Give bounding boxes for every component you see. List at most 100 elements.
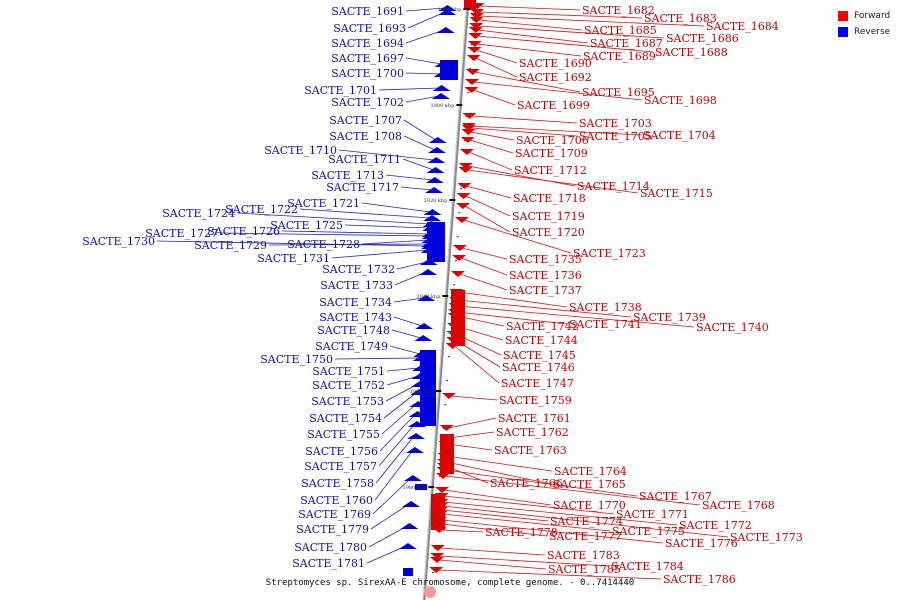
reverse-gene-sacte_1779[interactable] bbox=[402, 501, 421, 507]
reverse-gene-label-sacte_1700[interactable]: SACTE_1700 bbox=[331, 67, 404, 80]
reverse-gene-sacte_1743[interactable] bbox=[415, 323, 434, 329]
forward-gene-label-sacte_1773[interactable]: SACTE_1773 bbox=[730, 531, 803, 544]
reverse-gene-label-sacte_1694[interactable]: SACTE_1694 bbox=[331, 37, 404, 50]
reverse-gene-label-sacte_1748[interactable]: SACTE_1748 bbox=[317, 324, 390, 337]
forward-gene-sacte_1759[interactable] bbox=[441, 393, 456, 399]
reverse-gene-sacte_1702[interactable] bbox=[431, 93, 450, 99]
forward-gene-label-sacte_1692[interactable]: SACTE_1692 bbox=[519, 71, 592, 84]
reverse-gene-label-sacte_1769[interactable]: SACTE_1769 bbox=[298, 508, 371, 521]
forward-gene-sacte_1688[interactable] bbox=[468, 33, 483, 39]
forward-gene-sacte_1718[interactable] bbox=[457, 183, 472, 189]
reverse-gene-sacte_1734[interactable] bbox=[417, 295, 436, 301]
forward-gene-label-sacte_1703[interactable]: SACTE_1703 bbox=[579, 117, 652, 130]
reverse-gene-sacte_1758[interactable] bbox=[407, 433, 426, 439]
forward-gene-sacte_1720[interactable] bbox=[455, 203, 470, 209]
forward-gene-label-sacte_1689[interactable]: SACTE_1689 bbox=[583, 50, 656, 63]
reverse-gene-label-sacte_1708[interactable]: SACTE_1708 bbox=[329, 130, 402, 143]
reverse-gene-sacte_1748[interactable] bbox=[414, 335, 433, 341]
forward-gene-label-sacte_1759[interactable]: SACTE_1759 bbox=[499, 394, 572, 407]
reverse-gene-sacte_1760[interactable] bbox=[406, 447, 424, 453]
reverse-gene-label-sacte_1730[interactable]: SACTE_1730 bbox=[82, 235, 155, 248]
forward-gene-label-sacte_1690[interactable]: SACTE_1690 bbox=[519, 57, 592, 70]
forward-gene-label-sacte_1763[interactable]: SACTE_1763 bbox=[494, 444, 567, 457]
reverse-gene-label-sacte_1755[interactable]: SACTE_1755 bbox=[307, 428, 380, 441]
forward-gene-label-sacte_1718[interactable]: SACTE_1718 bbox=[513, 192, 586, 205]
reverse-gene-sacte_1710[interactable] bbox=[427, 157, 446, 163]
reverse-gene-sacte_1713[interactable] bbox=[425, 177, 444, 183]
forward-gene-label-sacte_1714[interactable]: SACTE_1714 bbox=[577, 180, 650, 193]
reverse-gene-label-sacte_1757[interactable]: SACTE_1757 bbox=[304, 460, 377, 473]
reverse-gene-sacte_1711[interactable] bbox=[426, 167, 445, 173]
reverse-gene-label-sacte_1733[interactable]: SACTE_1733 bbox=[320, 279, 393, 292]
forward-gene-label-sacte_1719[interactable]: SACTE_1719 bbox=[512, 210, 585, 223]
reverse-gene-sacte_1769[interactable] bbox=[403, 475, 422, 481]
forward-gene-label-sacte_1720[interactable]: SACTE_1720 bbox=[512, 226, 585, 239]
forward-gene-label-sacte_1778[interactable]: SACTE_1778 bbox=[485, 526, 558, 539]
forward-gene-label-sacte_1783[interactable]: SACTE_1783 bbox=[547, 549, 620, 562]
legend-item-reverse[interactable]: Reverse bbox=[838, 24, 890, 40]
forward-gene-label-sacte_1735[interactable]: SACTE_1735 bbox=[509, 253, 582, 266]
reverse-gene-sacte_1691[interactable] bbox=[438, 5, 457, 11]
forward-gene-label-sacte_1784[interactable]: SACTE_1784 bbox=[611, 560, 684, 573]
forward-gene-label-sacte_1699[interactable]: SACTE_1699 bbox=[517, 99, 590, 112]
forward-gene-sacte_1698[interactable] bbox=[464, 79, 479, 85]
forward-gene-sacte_1699[interactable] bbox=[464, 87, 479, 93]
forward-gene-sacte_1761[interactable] bbox=[439, 425, 454, 431]
forward-gene-label-sacte_1745[interactable]: SACTE_1745 bbox=[503, 349, 576, 362]
reverse-gene-label-sacte_1753[interactable]: SACTE_1753 bbox=[311, 395, 384, 408]
forward-gene-label-sacte_1684[interactable]: SACTE_1684 bbox=[706, 20, 779, 33]
reverse-gene-label-sacte_1756[interactable]: SACTE_1756 bbox=[305, 445, 378, 458]
reverse-gene-label-sacte_1707[interactable]: SACTE_1707 bbox=[329, 114, 402, 127]
forward-gene-sacte_1690[interactable] bbox=[467, 47, 482, 53]
reverse-gene-label-sacte_1693[interactable]: SACTE_1693 bbox=[333, 22, 406, 35]
reverse-gene-label-sacte_1728[interactable]: SACTE_1728 bbox=[287, 238, 360, 251]
forward-gene-label-sacte_1736[interactable]: SACTE_1736 bbox=[509, 269, 582, 282]
forward-gene-sacte_1783[interactable] bbox=[430, 545, 445, 551]
forward-gene-sacte_1687[interactable] bbox=[468, 27, 483, 33]
reverse-gene-label-sacte_1732[interactable]: SACTE_1732 bbox=[322, 263, 395, 276]
legend-item-forward[interactable]: Forward bbox=[838, 8, 890, 24]
reverse-gene-label-sacte_1752[interactable]: SACTE_1752 bbox=[312, 379, 385, 392]
forward-gene-label-sacte_1747[interactable]: SACTE_1747 bbox=[501, 377, 574, 390]
forward-gene-sacte_1695[interactable] bbox=[465, 69, 480, 75]
forward-gene-sacte_1706[interactable] bbox=[461, 129, 476, 135]
forward-gene-label-sacte_1715[interactable]: SACTE_1715 bbox=[640, 187, 713, 200]
reverse-gene-label-sacte_1780[interactable]: SACTE_1780 bbox=[294, 541, 367, 554]
reverse-gene-label-sacte_1724[interactable]: SACTE_1724 bbox=[162, 207, 235, 220]
forward-gene-sacte_1786[interactable] bbox=[429, 567, 444, 573]
reverse-gene-sacte_1722[interactable] bbox=[423, 215, 442, 221]
forward-gene-label-sacte_1771[interactable]: SACTE_1771 bbox=[616, 508, 689, 521]
forward-gene-label-sacte_1712[interactable]: SACTE_1712 bbox=[514, 164, 587, 177]
forward-gene-label-sacte_1768[interactable]: SACTE_1768 bbox=[702, 499, 775, 512]
forward-gene-label-sacte_1744[interactable]: SACTE_1744 bbox=[505, 334, 578, 347]
forward-gene-label-sacte_1704[interactable]: SACTE_1704 bbox=[643, 129, 716, 142]
forward-gene-label-sacte_1746[interactable]: SACTE_1746 bbox=[502, 361, 575, 374]
forward-gene-label-sacte_1705[interactable]: SACTE_1705 bbox=[579, 130, 652, 143]
forward-gene-sacte_1723[interactable] bbox=[454, 217, 469, 223]
forward-gene-label-sacte_1785[interactable]: SACTE_1785 bbox=[548, 563, 621, 576]
forward-gene-label-sacte_1742[interactable]: SACTE_1742 bbox=[506, 320, 579, 333]
reverse-gene-label-sacte_1750[interactable]: SACTE_1750 bbox=[260, 353, 333, 366]
forward-gene-label-sacte_1695[interactable]: SACTE_1695 bbox=[582, 86, 655, 99]
reverse-gene-label-sacte_1751[interactable]: SACTE_1751 bbox=[312, 365, 385, 378]
forward-gene-sacte_1719[interactable] bbox=[456, 193, 471, 199]
forward-gene-label-sacte_1737[interactable]: SACTE_1737 bbox=[509, 284, 582, 297]
forward-gene-sacte_1712[interactable] bbox=[459, 149, 474, 155]
reverse-gene-sacte_1694[interactable] bbox=[436, 27, 455, 33]
forward-gene-sacte_1703[interactable] bbox=[462, 113, 477, 119]
forward-gene-label-sacte_1767[interactable]: SACTE_1767 bbox=[639, 490, 712, 503]
reverse-gene-label-sacte_1731[interactable]: SACTE_1731 bbox=[257, 252, 330, 265]
forward-gene-label-sacte_1682[interactable]: SACTE_1682 bbox=[582, 4, 655, 17]
forward-gene-label-sacte_1741[interactable]: SACTE_1741 bbox=[569, 318, 642, 331]
reverse-gene-sacte_1708[interactable] bbox=[428, 147, 446, 153]
reverse-gene-sacte_1707[interactable] bbox=[428, 137, 447, 143]
forward-gene-sacte_1692[interactable] bbox=[466, 55, 481, 61]
forward-gene-label-sacte_1709[interactable]: SACTE_1709 bbox=[515, 147, 588, 160]
forward-gene-label-sacte_1777[interactable]: SACTE_1777 bbox=[549, 530, 622, 543]
forward-gene-label-sacte_1761[interactable]: SACTE_1761 bbox=[498, 412, 571, 425]
reverse-gene-sacte_1721[interactable] bbox=[423, 209, 442, 215]
reverse-gene-sacte_1733[interactable] bbox=[419, 269, 438, 275]
forward-gene-sacte_1770[interactable] bbox=[435, 487, 450, 493]
forward-gene-label-sacte_1687[interactable]: SACTE_1687 bbox=[590, 37, 663, 50]
forward-gene-sacte_1689[interactable] bbox=[467, 41, 482, 47]
